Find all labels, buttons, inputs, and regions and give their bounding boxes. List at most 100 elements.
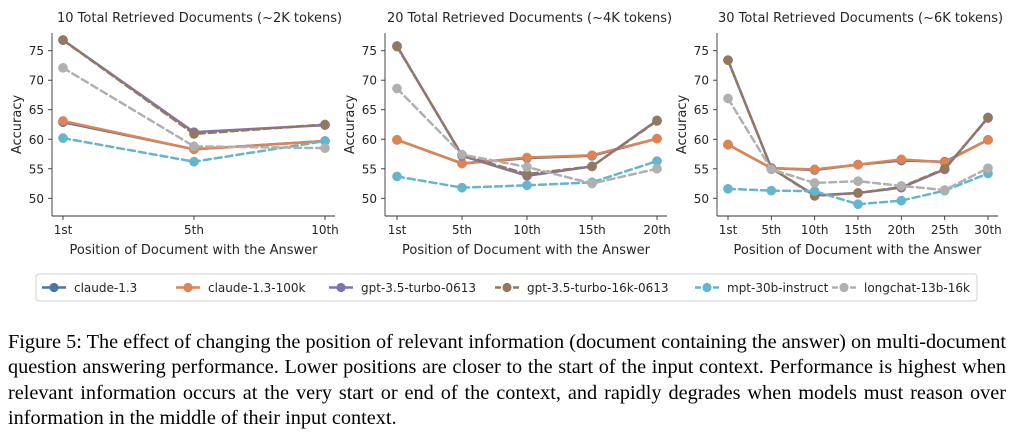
y-tick-label: 70 xyxy=(29,74,44,88)
y-tick-label: 55 xyxy=(362,162,377,176)
data-point-claude-1.3-100k xyxy=(723,139,733,150)
data-point-claude-1.3-100k xyxy=(652,133,662,144)
data-point-longchat-13b-16k xyxy=(853,176,863,187)
data-point-gpt-3.5-turbo-16k-0613 xyxy=(587,161,597,172)
data-point-claude-1.3-100k xyxy=(853,159,863,170)
series-line-gpt-3.5-turbo-0613 xyxy=(61,38,327,134)
data-point-longchat-13b-16k xyxy=(723,93,733,104)
x-tick-label: 1st xyxy=(719,223,738,237)
data-point-longchat-13b-16k xyxy=(457,149,467,160)
data-point-longchat-13b-16k xyxy=(983,163,993,174)
x-axis-label: Position of Document with the Answer xyxy=(70,243,319,258)
data-point-mpt-30b-instruct xyxy=(522,180,532,191)
y-tick-label: 60 xyxy=(29,133,44,147)
data-point-mpt-30b-instruct xyxy=(766,185,777,196)
x-tick-label: 10th xyxy=(801,223,829,237)
legend: claude-1.3 claude-1.3-100k gpt-3.5-turbo-0… xyxy=(35,273,978,302)
data-point-longchat-13b-16k xyxy=(587,178,597,189)
legend-swatch-marker xyxy=(336,282,346,293)
legend-label: mpt-30b-instruct xyxy=(727,281,829,295)
data-point-mpt-30b-instruct xyxy=(809,186,820,197)
data-point-claude-1.3-100k xyxy=(896,154,907,165)
legend-label: gpt-3.5-turbo-16k-0613 xyxy=(527,281,669,295)
y-tick-label: 70 xyxy=(694,74,709,88)
figure-chart-area: 10 Total Retrieved Documents (~2K tokens… xyxy=(10,11,1003,302)
x-tick-label: 1st xyxy=(54,223,73,237)
y-tick-label: 50 xyxy=(362,192,377,206)
legend-swatch-marker xyxy=(183,282,193,293)
data-point-gpt-3.5-turbo-16k-0613 xyxy=(652,116,662,126)
y-tick-label: 75 xyxy=(29,44,44,58)
x-tick-label: 25th xyxy=(931,223,959,237)
y-tick-label: 65 xyxy=(362,103,377,117)
data-point-claude-1.3-100k xyxy=(587,150,597,161)
legend-swatch-marker xyxy=(49,282,59,293)
x-tick-label: 5th xyxy=(761,223,781,237)
x-tick-label: 15th xyxy=(844,223,872,237)
y-tick-label: 65 xyxy=(694,103,709,117)
data-point-gpt-3.5-turbo-16k-0613 xyxy=(853,188,863,198)
y-tick-label: 60 xyxy=(694,133,709,147)
data-point-longchat-13b-16k xyxy=(766,164,777,175)
y-axis-label: Accuracy xyxy=(10,95,25,155)
data-point-longchat-13b-16k xyxy=(189,141,199,152)
x-axis-label: Position of Document with the Answer xyxy=(402,243,651,258)
data-point-longchat-13b-16k xyxy=(896,181,907,191)
series-line-gpt-3.5-turbo-16k-0613 xyxy=(726,58,990,198)
data-point-mpt-30b-instruct xyxy=(853,199,863,210)
legend-label: gpt-3.5-turbo-0613 xyxy=(361,281,476,295)
figure-caption: Figure 5: The effect of changing the pos… xyxy=(8,331,1006,429)
x-axis-label: Position of Document with the Answer xyxy=(734,243,983,258)
data-point-claude-1.3-100k xyxy=(983,134,993,145)
x-tick-label: 20th xyxy=(888,223,916,237)
y-tick-label: 75 xyxy=(362,44,377,58)
data-point-claude-1.3-100k xyxy=(58,116,68,126)
data-point-gpt-3.5-turbo-16k-0613 xyxy=(939,163,950,174)
series-line-gpt-3.5-turbo-0613 xyxy=(726,58,990,197)
data-point-gpt-3.5-turbo-16k-0613 xyxy=(58,35,68,45)
data-point-mpt-30b-instruct xyxy=(457,182,467,193)
y-tick-label: 55 xyxy=(29,162,44,176)
chart-title: 20 Total Retrieved Documents (~4K tokens… xyxy=(387,11,672,26)
y-tick-label: 65 xyxy=(29,103,44,117)
data-point-gpt-3.5-turbo-16k-0613 xyxy=(983,113,993,123)
data-point-claude-1.3-100k xyxy=(392,134,402,145)
x-tick-label: 15th xyxy=(578,223,606,237)
legend-label: claude-1.3 xyxy=(74,281,137,295)
y-tick-label: 70 xyxy=(362,74,377,88)
chart-title: 30 Total Retrieved Documents (~6K tokens… xyxy=(718,11,1003,26)
y-tick-label: 50 xyxy=(29,192,44,206)
y-tick-label: 55 xyxy=(694,162,709,176)
legend-label: longchat-13b-16k xyxy=(864,281,970,295)
data-point-longchat-13b-16k xyxy=(392,83,402,94)
y-tick-label: 75 xyxy=(694,44,709,58)
y-axis-label: Accuracy xyxy=(343,95,358,155)
data-point-mpt-30b-instruct xyxy=(189,156,199,167)
y-axis-label: Accuracy xyxy=(675,95,690,155)
chart-panel-1: 10 Total Retrieved Documents (~2K tokens… xyxy=(10,11,342,258)
data-point-mpt-30b-instruct xyxy=(896,195,907,206)
x-tick-label: 10th xyxy=(311,223,339,237)
x-tick-label: 5th xyxy=(184,223,204,237)
data-point-gpt-3.5-turbo-16k-0613 xyxy=(723,55,733,66)
x-tick-label: 5th xyxy=(452,223,472,237)
data-point-mpt-30b-instruct xyxy=(58,133,68,143)
y-tick-label: 50 xyxy=(694,192,709,206)
x-tick-label: 30th xyxy=(974,223,1002,237)
series-line-longchat-13b-16k xyxy=(61,66,327,150)
data-point-longchat-13b-16k xyxy=(320,143,330,153)
data-point-gpt-3.5-turbo-16k-0613 xyxy=(320,119,330,130)
x-tick-label: 1st xyxy=(388,223,407,237)
chart-title: 10 Total Retrieved Documents (~2K tokens… xyxy=(57,11,342,26)
legend-swatch-marker xyxy=(839,282,849,293)
x-tick-label: 10th xyxy=(513,223,541,237)
data-point-gpt-3.5-turbo-16k-0613 xyxy=(392,41,402,52)
data-point-mpt-30b-instruct xyxy=(392,171,402,182)
chart-panel-3: 30 Total Retrieved Documents (~6K tokens… xyxy=(675,11,1003,258)
data-point-claude-1.3-100k xyxy=(809,164,820,175)
series-line-gpt-3.5-turbo-16k-0613 xyxy=(61,38,327,136)
legend-swatch-marker xyxy=(702,282,712,293)
chart-panel-2: 20 Total Retrieved Documents (~4K tokens… xyxy=(343,11,672,258)
series-line-longchat-13b-16k xyxy=(726,97,990,192)
legend-label: claude-1.3-100k xyxy=(208,281,306,295)
